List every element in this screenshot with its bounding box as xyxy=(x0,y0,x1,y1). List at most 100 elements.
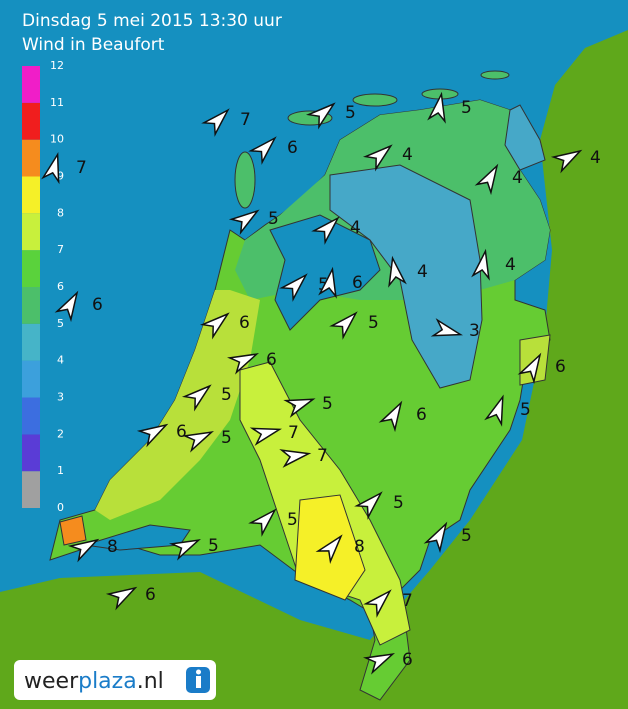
legend-label: 7 xyxy=(57,243,64,256)
wind-arrow xyxy=(279,273,308,302)
arrow-head xyxy=(430,318,463,337)
legend-swatch xyxy=(22,434,40,472)
legend-label: 12 xyxy=(50,59,64,72)
wind-arrow xyxy=(430,318,463,337)
station-value: 5 xyxy=(318,275,329,295)
arrow-head xyxy=(248,136,277,165)
station-value: 6 xyxy=(92,295,103,315)
station-value: 4 xyxy=(512,168,523,188)
legend-label: 11 xyxy=(50,96,64,109)
logo-text: weerplaza.nl xyxy=(24,669,164,694)
station-value: 6 xyxy=(239,313,250,333)
station-value: 6 xyxy=(402,650,413,670)
wind-arrow xyxy=(67,538,100,563)
station-value: 5 xyxy=(520,400,531,420)
arrow-head xyxy=(484,394,504,427)
wind-arrow xyxy=(484,394,504,427)
legend-label: 5 xyxy=(57,317,64,330)
station-value: 5 xyxy=(287,510,298,530)
station-value: 5 xyxy=(393,493,404,513)
legend-label: 6 xyxy=(57,280,64,293)
arrow-head xyxy=(169,539,201,561)
arrow-head xyxy=(363,589,392,618)
wind-arrow xyxy=(378,400,403,433)
arrow-head xyxy=(329,311,358,340)
wind-arrow xyxy=(305,102,336,130)
wind-arrow xyxy=(517,352,542,385)
logo-box xyxy=(14,660,216,700)
wind-arrow xyxy=(354,491,383,520)
station-value: 4 xyxy=(402,145,413,165)
station-value: 5 xyxy=(461,98,472,118)
station-value: 6 xyxy=(145,585,156,605)
station-value: 5 xyxy=(221,428,232,448)
arrow-head xyxy=(105,586,138,611)
wind-arrow xyxy=(311,216,340,245)
legend-label: 3 xyxy=(57,391,64,404)
station-value: 4 xyxy=(590,148,601,168)
legend-swatch xyxy=(22,287,40,324)
station-value: 6 xyxy=(287,138,298,158)
wind-arrow xyxy=(249,427,282,446)
wind-arrow xyxy=(41,152,60,185)
title: Dinsdag 5 mei 2015 13:30 uur xyxy=(22,11,282,31)
wind-arrow xyxy=(315,534,343,565)
legend-swatch xyxy=(22,102,40,140)
wind-arrow xyxy=(248,136,277,165)
logo-part: plaza xyxy=(78,669,137,694)
legend-label: 2 xyxy=(57,427,64,440)
arrow-head xyxy=(279,273,308,302)
arrow-head xyxy=(471,248,490,281)
arrow-head xyxy=(41,152,60,185)
arrow-head xyxy=(550,149,583,174)
wind-arrow xyxy=(105,586,138,611)
wind-arrow xyxy=(201,108,230,137)
legend-swatch xyxy=(22,323,40,361)
wind-arrow xyxy=(182,431,214,453)
wind-arrow xyxy=(362,144,393,172)
arrow-head xyxy=(315,534,343,565)
arrow-head xyxy=(378,400,403,433)
wind-arrow xyxy=(363,589,392,618)
station-value: 7 xyxy=(402,591,413,611)
logo: weerplaza.nl xyxy=(14,660,216,700)
station-value: 5 xyxy=(461,526,472,546)
wind-arrow xyxy=(228,209,260,235)
legend-swatch xyxy=(22,397,40,435)
logo-part: .nl xyxy=(137,669,164,694)
wind-arrow xyxy=(227,353,259,375)
wind-arrow xyxy=(427,91,446,124)
legend-swatch xyxy=(22,471,40,508)
station-value: 4 xyxy=(505,255,516,275)
arrow-head xyxy=(249,427,282,446)
station-value: 3 xyxy=(469,321,480,341)
station-value: 4 xyxy=(350,218,361,238)
legend-label: 9 xyxy=(57,170,64,183)
station-value: 7 xyxy=(288,423,299,443)
legend-label: 0 xyxy=(57,501,64,514)
station-value: 5 xyxy=(221,385,232,405)
legend-swatch xyxy=(22,176,40,214)
arrow-head xyxy=(136,423,169,448)
arrow-head xyxy=(427,91,446,124)
wind-arrow xyxy=(474,163,499,196)
legend-swatch xyxy=(22,360,40,398)
station-value: 8 xyxy=(107,537,118,557)
arrow-head xyxy=(474,163,499,196)
subtitle: Wind in Beaufort xyxy=(22,35,165,55)
legend-swatch xyxy=(22,213,40,251)
legend-swatch xyxy=(22,66,40,103)
logo-icon-bar xyxy=(196,676,201,688)
logo-icon-dot xyxy=(196,669,201,675)
arrow-head xyxy=(182,431,214,453)
arrow-head xyxy=(363,653,395,675)
station-value: 5 xyxy=(322,394,333,414)
wind-arrow xyxy=(423,521,448,554)
wind-arrow xyxy=(181,384,212,412)
wind-arrow xyxy=(363,653,395,675)
arrow-head xyxy=(227,353,259,375)
station-value: 7 xyxy=(76,158,87,178)
arrow-head xyxy=(354,491,383,520)
